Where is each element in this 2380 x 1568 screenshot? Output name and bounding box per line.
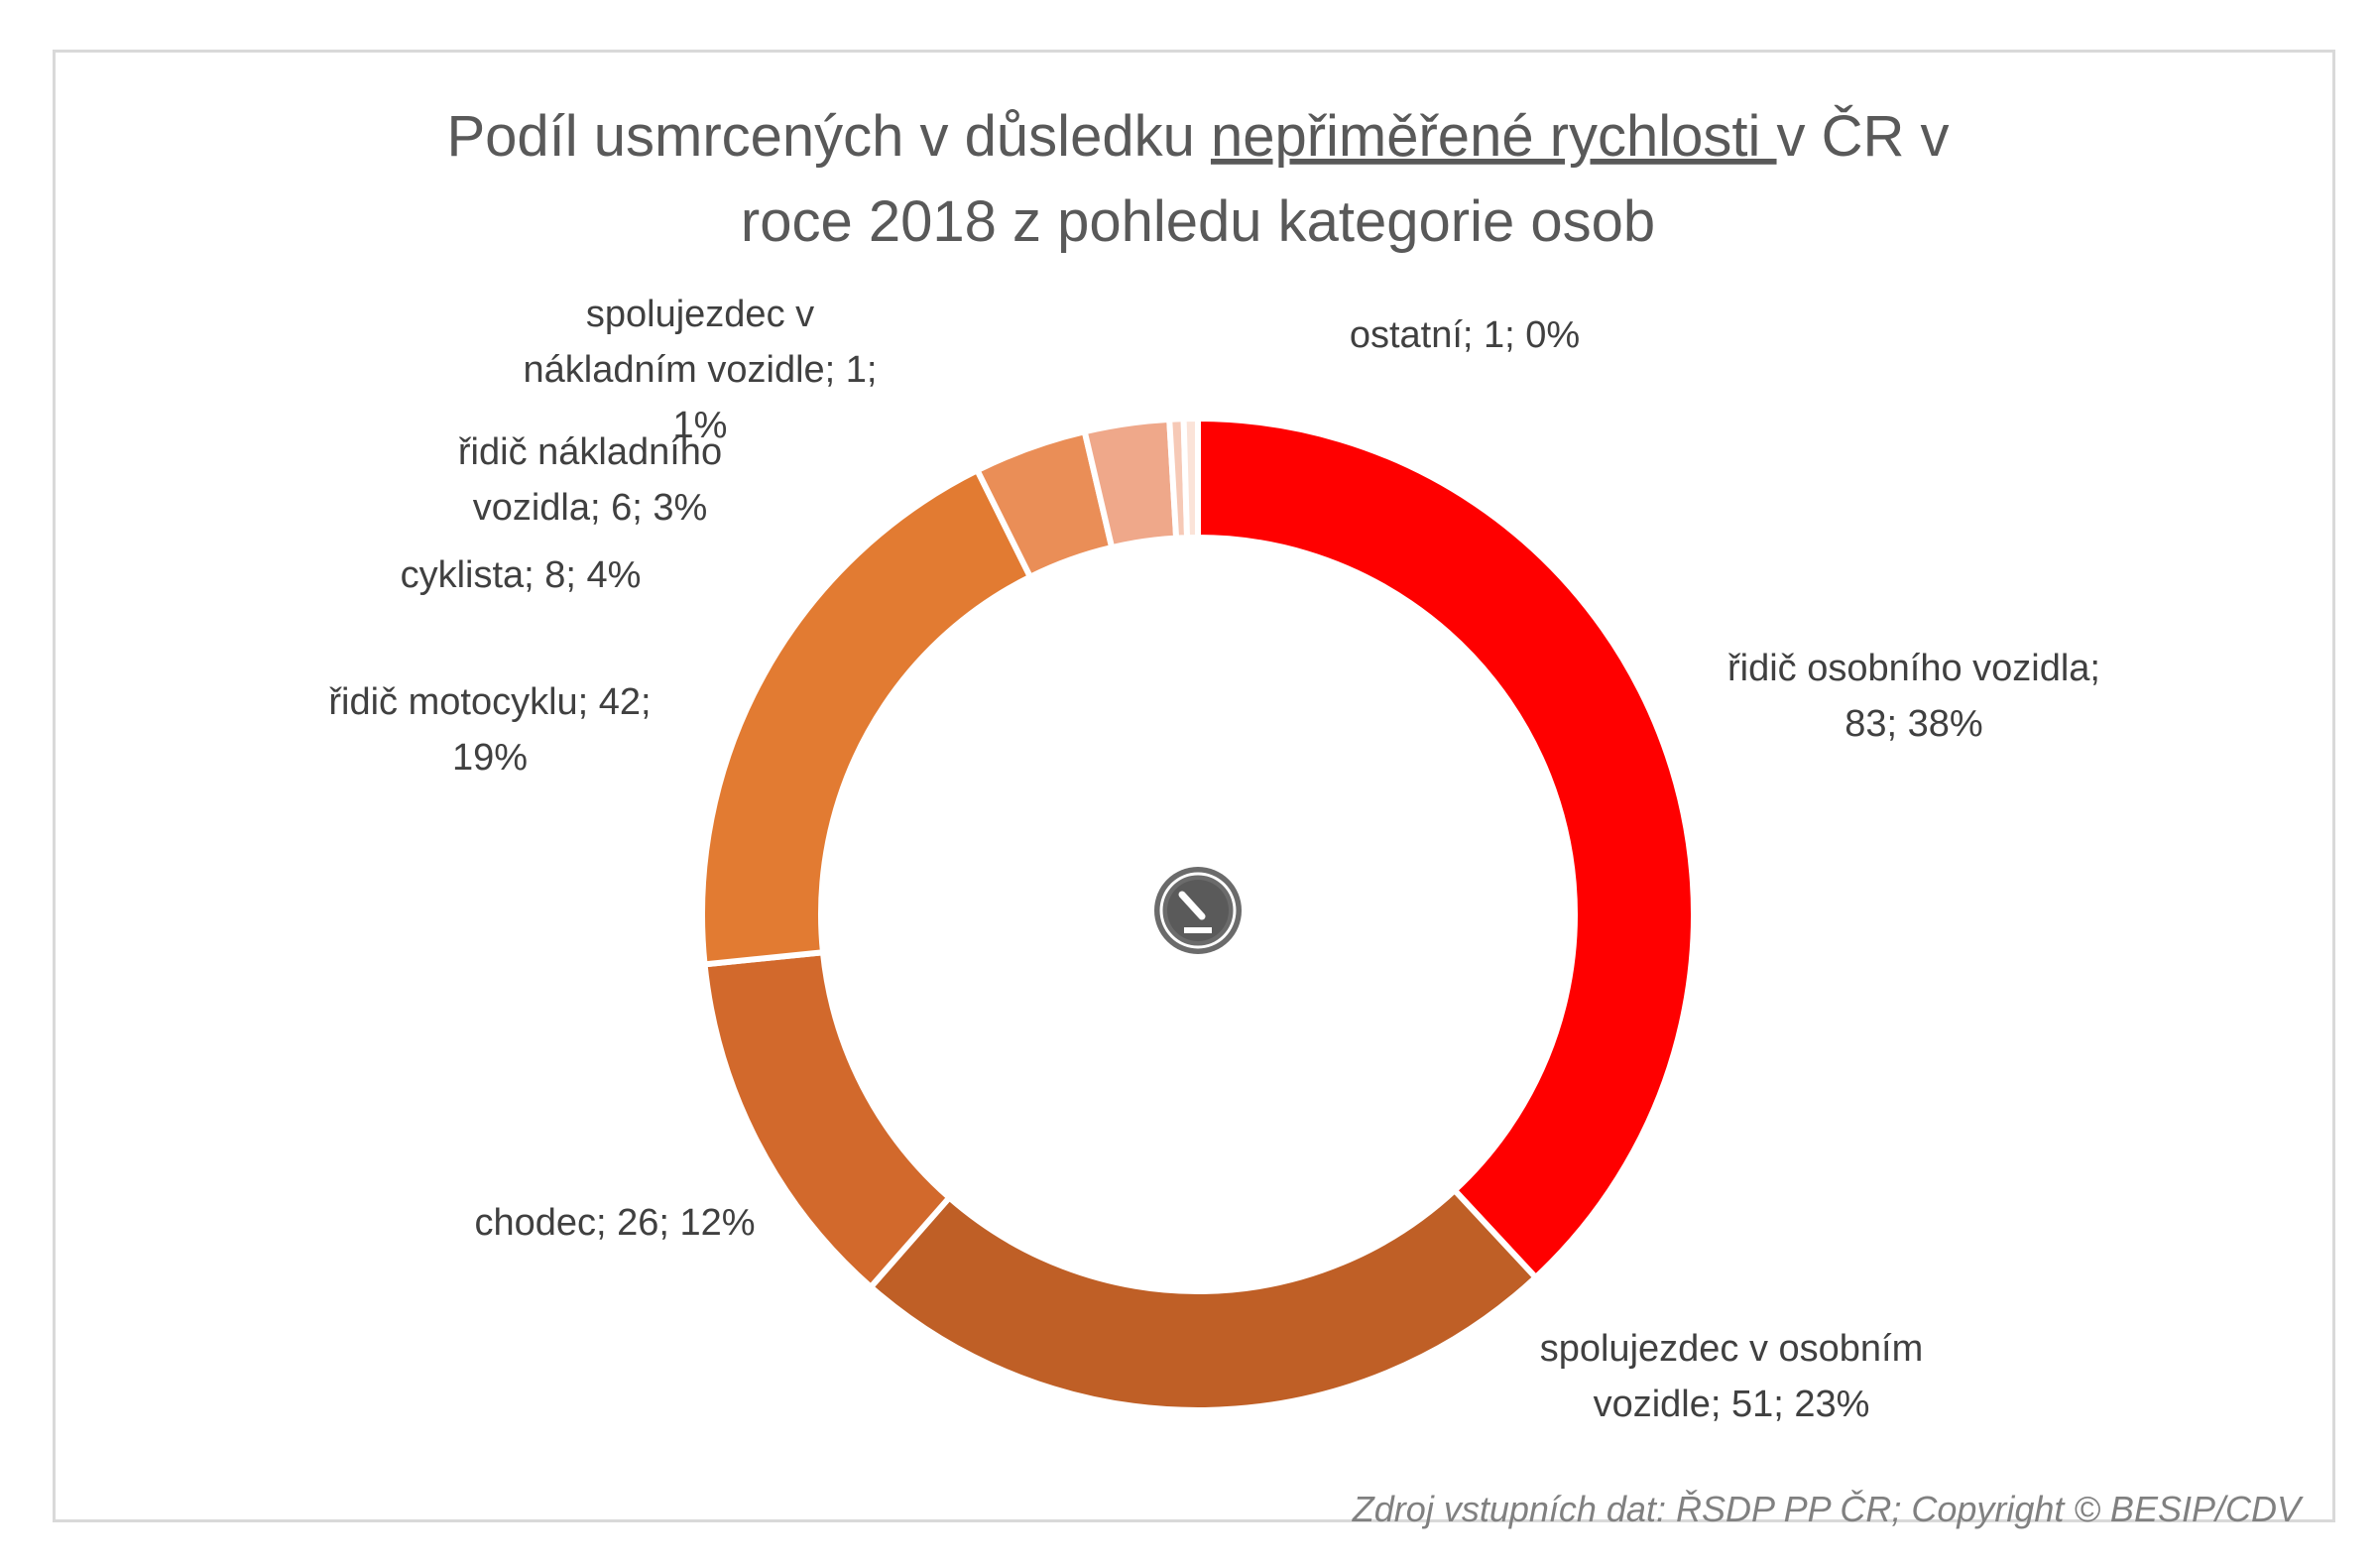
- data-label-cyklista: cyklista; 8; 4%: [401, 554, 642, 596]
- data-label-line: cyklista; 8; 4%: [401, 554, 642, 596]
- data-label-line: spolujezdec v: [586, 294, 814, 335]
- data-label-ridic-osobniho-vozidla: řidič osobního vozidla; 83; 38%: [1727, 648, 2100, 745]
- data-label-ridic-motocyklu: řidič motocyklu; 42; 19%: [328, 681, 651, 779]
- data-label-line: nákladním vozidle; 1;: [524, 349, 878, 391]
- chart-title-part1: Podíl usmrcených v důsledku: [446, 104, 1210, 169]
- labels-group: řidič osobního vozidla; 83; 38% spolujezde…: [328, 294, 2100, 1425]
- slice-ridic-osobniho-vozidla: [1195, 415, 1697, 1282]
- chart-title-part3: v ČR v: [1777, 104, 1950, 169]
- data-label-chodec: chodec; 26; 12%: [474, 1202, 755, 1244]
- slices-group: [699, 415, 1697, 1413]
- data-label-line: spolujezdec v osobním: [1540, 1328, 1924, 1370]
- data-label-line: vozidla; 6; 3%: [473, 487, 708, 529]
- data-label-line: 83; 38%: [1844, 703, 1982, 745]
- chart-title-underlined: nepřiměřené rychlosti: [1211, 104, 1777, 169]
- data-label-line: řidič motocyklu; 42;: [328, 681, 651, 723]
- data-label-spolujezdec-v-osobnim-vozidle: spolujezdec v osobním vozidle; 51; 23%: [1540, 1328, 1924, 1425]
- data-label-line: vozidle; 51; 23%: [1594, 1384, 1870, 1425]
- chart-frame: [53, 50, 2335, 1522]
- slice-ostatni: [1180, 415, 1201, 542]
- data-label-line: 19%: [452, 737, 528, 779]
- chart-title-line2: roce 2018 z pohledu kategorie osob: [741, 189, 1655, 254]
- data-label-line: řidič osobního vozidla;: [1727, 648, 2100, 689]
- data-label-line: ostatní; 1; 0%: [1350, 314, 1580, 356]
- source-note: Zdroj vstupních dat: ŘSDP PP ČR; Copyrig…: [1352, 1489, 2304, 1529]
- data-label-line: řidič nákladního: [458, 431, 722, 473]
- speedometer-icon: [1154, 867, 1242, 954]
- data-label-line: 1%: [673, 405, 728, 446]
- data-label-ridic-nakladniho-vozidla: řidič nákladního vozidla; 6; 3%: [458, 431, 722, 529]
- data-label-spolujezdec-v-nakladnim-vozidle: spolujezdec v nákladním vozidle; 1; 1%: [524, 294, 878, 446]
- chart-title-line1: Podíl usmrcených v důsledku nepřiměřené …: [446, 104, 1949, 169]
- data-label-line: chodec; 26; 12%: [474, 1202, 755, 1244]
- data-label-ostatni: ostatní; 1; 0%: [1350, 314, 1580, 356]
- slice-ridic-motocyklu: [699, 466, 1034, 968]
- slice-spolujezdec-v-osobnim-vozidle: [866, 1185, 1540, 1413]
